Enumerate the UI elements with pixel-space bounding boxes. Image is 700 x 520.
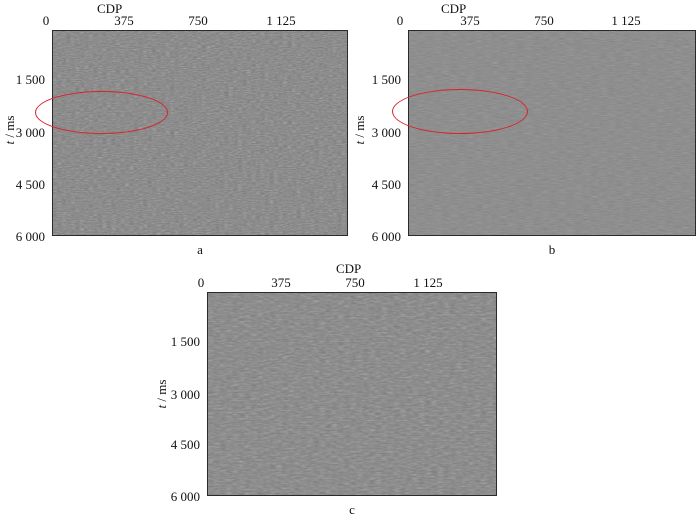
x-tick: 0 [396,13,404,28]
panel-caption: a [197,242,203,257]
y-tick: 4 500 [371,177,401,192]
y-tick: 3 000 [170,387,200,402]
x-tick: 0 [197,275,205,290]
y-tick: 6 000 [15,229,45,244]
x-tick: 750 [188,13,208,28]
x-tick: 375 [460,13,480,28]
x-tick: 750 [534,13,554,28]
x-tick: 1 125 [266,13,296,28]
x-axis-title: CDP [336,261,362,276]
y-tick: 3 000 [15,125,45,140]
y-tick: 1 500 [371,72,401,87]
y-tick: 6 000 [371,229,401,244]
x-tick: 750 [345,275,365,290]
seismic-section-b [408,30,696,236]
y-axis-title: t / ms [352,115,367,145]
panel-caption: b [548,242,556,257]
y-axis-title: t / ms [2,115,17,145]
x-tick: 375 [114,13,134,28]
x-tick: 1 125 [611,13,641,28]
seismic-texture [208,293,496,495]
x-axis-title: CDP [441,1,467,16]
highlight-ellipse [392,89,528,134]
y-tick: 4 500 [15,177,45,192]
x-tick: 1 125 [413,275,443,290]
y-tick: 6 000 [170,489,200,504]
y-tick: 4 500 [170,437,200,452]
x-tick: 0 [42,13,50,28]
y-tick: 3 000 [371,125,401,140]
x-axis-title: CDP [97,1,123,16]
y-tick: 1 500 [15,72,45,87]
highlight-ellipse [35,91,168,134]
panel-caption: c [349,502,355,517]
y-tick: 1 500 [170,334,200,349]
seismic-section-c [207,292,497,496]
y-axis-title: t / ms [154,379,169,409]
x-tick: 375 [271,275,291,290]
